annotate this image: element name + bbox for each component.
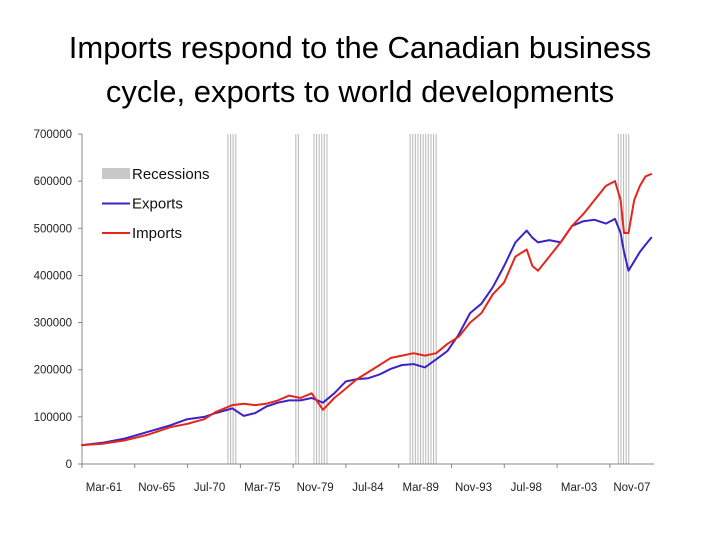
chart-axes: 0 100000 200000 300000 400000 500000 600000 700… [34,129,654,494]
x-tick-label: Mar-75 [244,482,280,494]
slide-title: Imports respond to the Canadian business… [0,26,720,114]
recession-band [313,134,328,464]
y-tick-label: 500000 [34,223,72,235]
chart-legend: Recessions Exports Imports [102,166,210,242]
x-tick-label: Nov-79 [297,482,334,494]
recession-band [227,134,237,464]
y-tick-label: 200000 [34,365,72,377]
legend-item: Exports [102,196,183,213]
y-tick-label: 400000 [34,270,72,282]
legend-item: Recessions [102,166,210,183]
legend-label: Recessions [132,166,210,183]
legend-swatch-recessions [102,168,130,179]
legend-label: Exports [132,196,183,213]
x-tick-label: Mar-61 [86,482,122,494]
y-tick-label: 0 [66,459,72,471]
slide-title-line-1: Imports respond to the Canadian business [68,30,652,65]
series-line-imports [81,173,653,447]
x-tick-label: Jul-98 [511,482,542,494]
y-tick-label: 300000 [34,318,72,330]
chart-series [81,173,653,447]
recession-band [617,134,630,464]
legend-item: Imports [102,225,182,242]
y-tick-label: 100000 [34,412,72,424]
x-tick-label: Nov-07 [613,482,650,494]
slide-title-line-2: cycle, exports to world developments [105,74,615,109]
recession-bands [227,134,630,464]
recession-band [409,134,437,464]
recession-band [295,134,300,464]
y-tick-label: 600000 [34,176,72,188]
x-tick-label: Nov-93 [455,482,492,494]
x-tick-label: Nov-65 [138,482,175,494]
y-tick-label: 700000 [34,129,72,141]
series-line-exports [81,217,653,447]
x-tick-label: Jul-84 [352,482,384,494]
x-tick-label: Mar-89 [403,482,439,494]
x-tick-label: Mar-03 [561,482,597,494]
legend-label: Imports [132,225,182,242]
x-tick-label: Jul-70 [194,482,225,494]
